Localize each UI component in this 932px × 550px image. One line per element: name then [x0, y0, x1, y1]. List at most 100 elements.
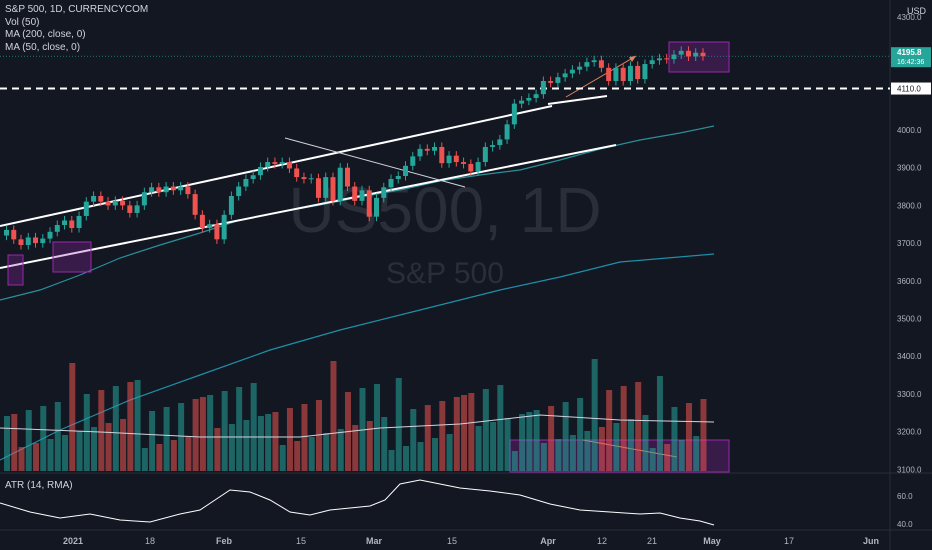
candle-body	[569, 69, 575, 74]
volume-bar	[664, 444, 671, 471]
volume-bar	[591, 359, 598, 471]
volume-bar	[424, 405, 431, 471]
volume-bar	[606, 390, 613, 471]
candle-body	[4, 229, 9, 236]
time-tick-label: 2021	[63, 536, 83, 546]
candle-body	[613, 67, 619, 81]
volume-bar	[286, 408, 293, 471]
highlight-box-1	[7, 254, 24, 286]
volume-bar	[366, 421, 373, 471]
volume-bar	[105, 423, 112, 471]
volume-bar	[149, 411, 156, 471]
candle-body	[315, 178, 321, 198]
candle-body	[635, 65, 641, 80]
candle-body	[533, 94, 539, 98]
volume-bar	[533, 410, 540, 471]
candle-body	[308, 178, 314, 180]
volume-bar	[475, 426, 482, 471]
candle-body	[656, 58, 662, 61]
volume-bar	[228, 424, 235, 471]
volume-bar	[395, 378, 402, 471]
volume-bar	[141, 448, 148, 471]
last-price-badge	[891, 47, 931, 68]
volume-bar	[156, 444, 163, 471]
candle-body	[453, 155, 459, 163]
candle-body	[112, 200, 118, 206]
volume-bar	[265, 414, 272, 471]
candle-body	[25, 237, 31, 245]
volume-bar	[693, 436, 700, 471]
volume-bar	[403, 446, 410, 471]
volume-bar	[54, 402, 61, 471]
candle-body	[156, 187, 162, 193]
candle-body	[149, 187, 155, 193]
upper-extension-line	[547, 95, 608, 105]
candle-body	[497, 139, 503, 146]
volume-bar	[112, 386, 119, 471]
candle-body	[272, 162, 278, 164]
volume-bar	[446, 434, 453, 471]
volume-bar	[627, 419, 634, 471]
candle-body	[294, 168, 300, 178]
candle-body	[91, 195, 97, 202]
volume-bar	[236, 387, 243, 471]
candle-body	[83, 201, 89, 216]
volume-bar	[18, 447, 25, 471]
price-tick-label: 3100.0	[897, 465, 922, 474]
volume-bar	[519, 414, 526, 471]
candle-body	[134, 205, 140, 213]
volume-bar	[540, 443, 547, 471]
candle-body	[178, 186, 184, 191]
candle-body	[598, 60, 604, 68]
volume-ma-line	[0, 414, 715, 438]
atr-line	[0, 479, 715, 526]
candle-body	[504, 124, 510, 140]
candle-body	[482, 146, 488, 163]
candle-body	[468, 163, 474, 172]
volume-bar	[134, 380, 141, 471]
volume-bar	[685, 403, 692, 471]
candle-body	[562, 73, 568, 78]
volume-bar	[199, 397, 206, 471]
volume-bar	[127, 382, 134, 471]
candle-body	[461, 162, 467, 164]
candle-body	[170, 186, 176, 191]
candle-body	[410, 156, 416, 166]
candle-body	[511, 103, 517, 125]
candle-body	[62, 220, 68, 226]
candle-body	[54, 225, 60, 232]
volume-bar	[170, 440, 177, 471]
volume-bar	[439, 401, 446, 471]
volume-bar	[468, 393, 475, 471]
candle-body	[584, 62, 590, 67]
volume-bar	[323, 433, 330, 471]
candle-body	[424, 148, 430, 151]
candle-body	[11, 229, 17, 240]
candle-body	[236, 186, 242, 196]
time-tick-label: 17	[784, 536, 794, 546]
candle-body	[606, 67, 612, 81]
volume-bar	[548, 406, 555, 471]
candle-body	[323, 177, 329, 198]
candle-body	[548, 80, 554, 83]
candle-body	[69, 220, 75, 229]
highlight-box-2	[52, 241, 92, 273]
volume-bar	[649, 448, 656, 471]
volume-bar	[257, 416, 264, 471]
candle-body	[18, 239, 24, 245]
candle-body	[526, 97, 532, 101]
volume-bar	[598, 427, 605, 471]
candle-body	[98, 195, 104, 202]
volume-bar	[381, 417, 388, 471]
price-tick-label: 4000.0	[897, 126, 922, 135]
volume-bar	[214, 428, 221, 471]
candle-body	[664, 58, 670, 60]
volume-bar	[47, 439, 54, 471]
volume-bar	[388, 450, 395, 471]
candle-body	[366, 190, 372, 217]
volume-bar	[185, 436, 192, 471]
volume-bar	[192, 399, 199, 471]
price-tick-label: 3700.0	[897, 239, 922, 248]
candle-body	[40, 238, 46, 244]
